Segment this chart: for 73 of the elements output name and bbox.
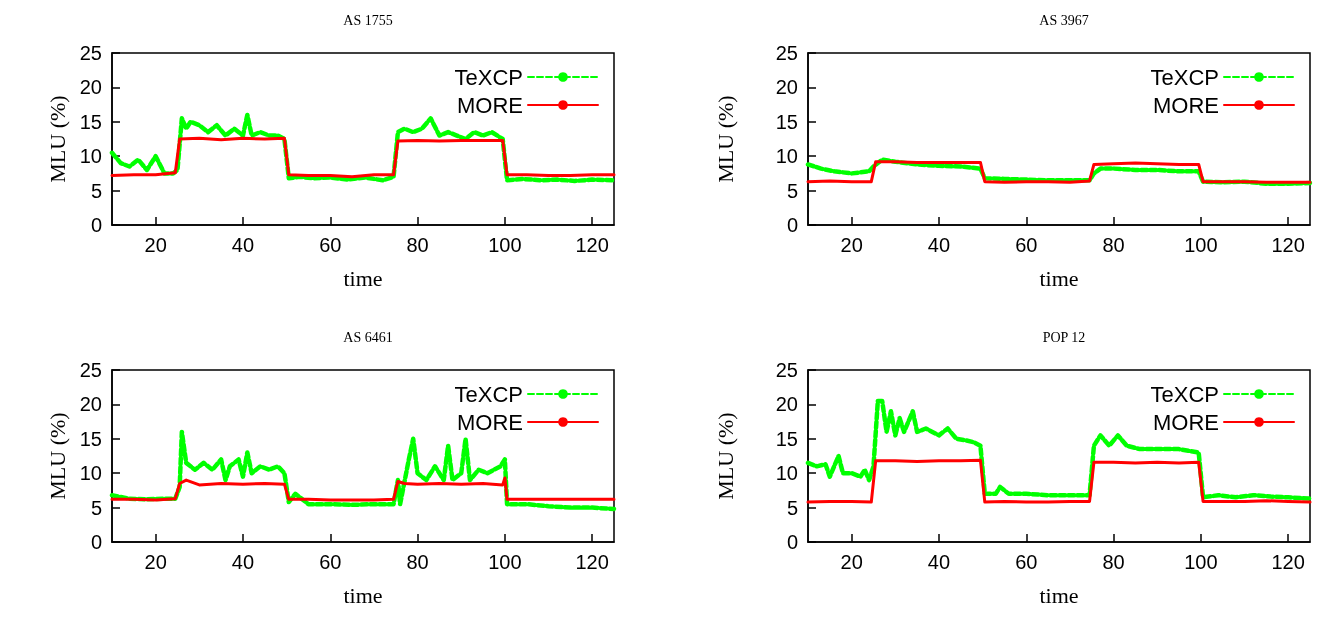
x-tick-label: 40: [231, 234, 255, 256]
x-tick-label: 100: [1184, 551, 1218, 573]
x-tick-label: 120: [1271, 551, 1305, 573]
y-axis-title: MLU (%): [712, 412, 738, 500]
y-axis-title: MLU (%): [45, 95, 71, 183]
x-tick-label: 100: [488, 234, 522, 256]
x-tick-label: 80: [406, 234, 429, 256]
x-tick-label: 120: [1271, 234, 1305, 256]
line-series: [110, 136, 616, 179]
x-tick-label: 80: [1102, 234, 1125, 256]
y-tick-label: 25: [775, 359, 798, 381]
x-tick-label: 60: [319, 234, 342, 256]
x-tick-label: 100: [1184, 234, 1218, 256]
y-tick-label: 10: [775, 462, 798, 485]
x-tick-label: 80: [1102, 551, 1125, 573]
chart-title: AS 3967: [1039, 12, 1089, 28]
x-axis-title: time: [343, 582, 383, 608]
y-tick-label: 0: [90, 214, 102, 236]
x-tick-label: 20: [144, 551, 167, 573]
x-tick-label: 80: [406, 551, 429, 573]
legend-label: TeXCP: [454, 381, 523, 407]
y-tick-label: 0: [786, 214, 798, 236]
y-tick-label: 0: [90, 531, 102, 553]
x-tick-label: 40: [231, 551, 255, 573]
legend-label: MORE: [457, 409, 523, 435]
chart-title: AS 1755: [343, 12, 393, 28]
line-series: [109, 429, 617, 512]
y-tick-label: 20: [79, 76, 102, 99]
y-tick-label: 20: [79, 393, 102, 416]
x-tick-label: 40: [927, 234, 951, 256]
x-tick-label: 20: [840, 551, 863, 573]
line-series: [109, 112, 617, 184]
x-tick-label: 120: [575, 551, 609, 573]
y-tick-label: 15: [79, 110, 102, 133]
y-tick-label: 15: [775, 110, 798, 133]
y-tick-label: 0: [786, 531, 798, 553]
legend-label: TeXCP: [454, 64, 523, 90]
y-axis-title: MLU (%): [45, 412, 71, 500]
x-tick-label: 40: [927, 551, 951, 573]
x-tick-label: 20: [840, 234, 863, 256]
y-tick-label: 10: [79, 462, 102, 485]
x-axis-title: time: [1039, 265, 1079, 291]
x-axis-title: time: [343, 265, 383, 291]
chart-title: POP 12: [1042, 329, 1086, 345]
y-tick-label: 25: [79, 42, 102, 64]
y-tick-label: 5: [786, 496, 798, 519]
y-tick-label: 10: [79, 145, 102, 168]
line-series: [110, 476, 616, 502]
x-tick-label: 100: [488, 551, 522, 573]
y-tick-label: 25: [775, 42, 798, 64]
legend-label: MORE: [1153, 92, 1219, 118]
x-axis-title: time: [1039, 582, 1079, 608]
chart-title: AS 6461: [343, 329, 393, 345]
y-tick-label: 15: [79, 427, 102, 450]
y-tick-label: 5: [90, 179, 102, 202]
y-axis-title: MLU (%): [712, 95, 738, 183]
x-tick-label: 120: [575, 234, 609, 256]
x-tick-label: 20: [144, 234, 167, 256]
legend-label: TeXCP: [1150, 64, 1219, 90]
y-tick-label: 5: [786, 179, 798, 202]
legend-label: TeXCP: [1150, 381, 1219, 407]
y-tick-label: 15: [775, 427, 798, 450]
legend-label: MORE: [457, 92, 523, 118]
x-tick-label: 60: [1015, 551, 1038, 573]
legend-label: MORE: [1153, 409, 1219, 435]
y-tick-label: 10: [775, 145, 798, 168]
y-tick-label: 25: [79, 359, 102, 381]
line-series: [806, 458, 1312, 504]
x-tick-label: 60: [319, 551, 342, 573]
y-tick-label: 5: [90, 496, 102, 519]
x-tick-label: 60: [1015, 234, 1038, 256]
y-tick-label: 20: [775, 393, 798, 416]
y-tick-label: 20: [775, 76, 798, 99]
